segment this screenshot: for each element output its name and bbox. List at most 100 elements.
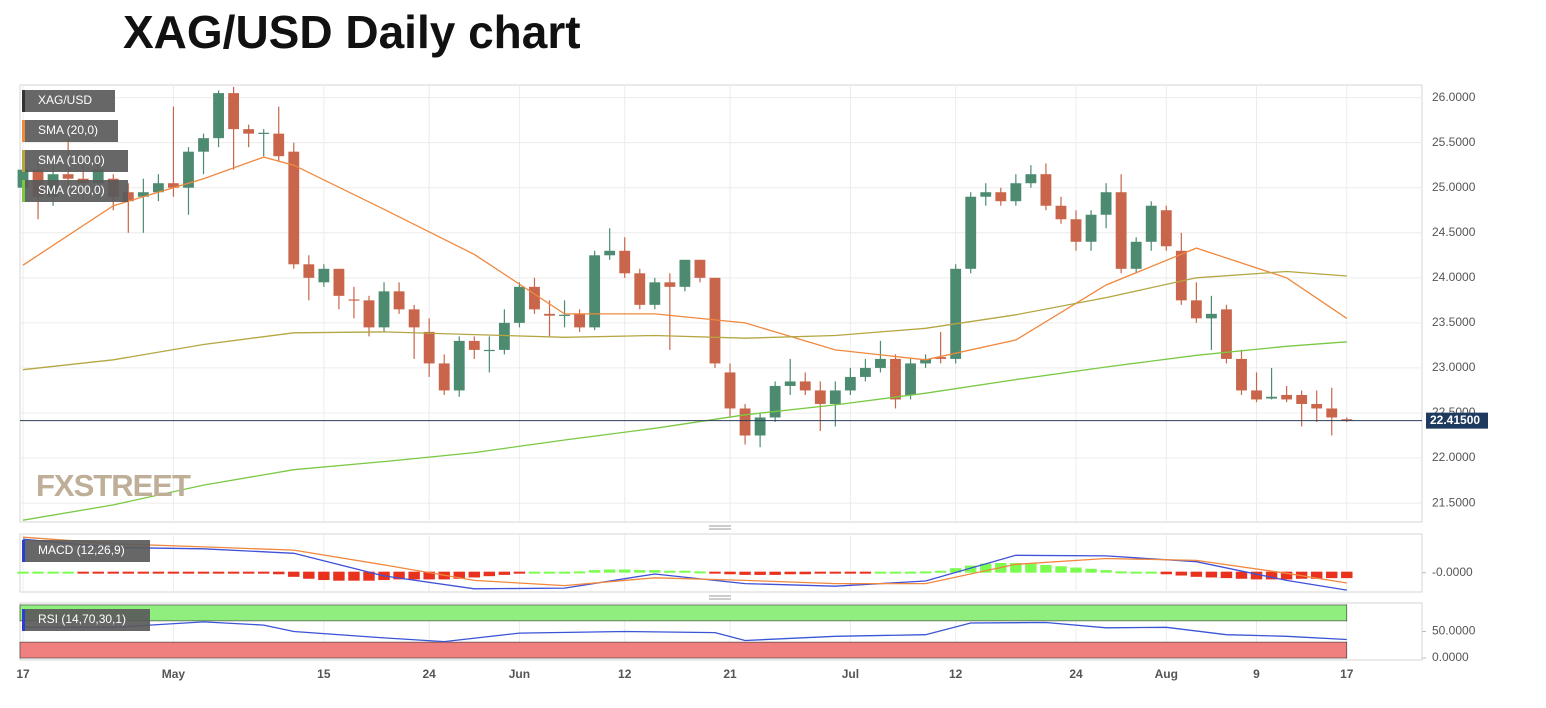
- candle-body: [514, 286, 525, 323]
- histogram-bar: [558, 571, 571, 574]
- page-title: XAG/USD Daily chart: [123, 6, 581, 58]
- y-tick-label: 25.5000: [1432, 135, 1476, 149]
- x-tick-label: Aug: [1155, 667, 1178, 681]
- candle-body: [333, 268, 345, 296]
- y-tick-label: 21.5000: [1432, 495, 1476, 509]
- candle-body: [288, 151, 300, 265]
- candle-body: [920, 358, 931, 364]
- histogram-bar: [844, 571, 857, 574]
- histogram-bar: [1070, 567, 1082, 573]
- legend-box: [22, 540, 150, 562]
- x-tick-label: 15: [317, 667, 331, 681]
- histogram-bar: [829, 571, 842, 574]
- candle-body: [784, 381, 796, 386]
- candle-body: [1341, 419, 1353, 421]
- histogram-bar: [754, 571, 766, 575]
- candle-body: [649, 282, 661, 305]
- candle-body: [559, 314, 570, 316]
- resize-handle[interactable]: [709, 525, 731, 600]
- candle-body: [694, 259, 706, 278]
- candle-body: [844, 376, 856, 391]
- indicator-line: [22, 341, 1347, 521]
- histogram-bar: [152, 571, 165, 574]
- histogram-bar: [1205, 571, 1218, 578]
- histogram-bar: [619, 569, 631, 573]
- candle-body: [363, 300, 375, 328]
- candle-body: [814, 390, 826, 404]
- legend-swatch: [22, 540, 25, 562]
- candle-body: [754, 417, 766, 436]
- candle-body: [1190, 300, 1202, 319]
- candle-body: [1296, 394, 1308, 404]
- histogram-bar: [694, 571, 706, 574]
- candle-body: [799, 381, 811, 391]
- candle-body: [1085, 214, 1097, 242]
- x-tick-label: May: [162, 667, 186, 681]
- candle-body: [769, 385, 781, 418]
- histogram-bar: [303, 571, 315, 579]
- indicator-line: [22, 536, 1347, 587]
- histogram-bar: [408, 571, 420, 580]
- histogram-bar: [1250, 571, 1263, 580]
- histogram-bar: [513, 571, 526, 574]
- candle-body: [122, 192, 134, 202]
- candle-body: [589, 255, 601, 328]
- histogram-bar: [47, 571, 59, 574]
- histogram-bar: [32, 571, 44, 574]
- histogram-bar: [423, 571, 435, 580]
- candle-body: [980, 192, 992, 197]
- candle-body: [1070, 219, 1082, 242]
- histogram-bar: [1190, 571, 1203, 577]
- histogram-bar: [573, 571, 586, 574]
- last-price-box: [1426, 412, 1488, 429]
- candle-body: [905, 363, 916, 395]
- histogram-bar: [649, 570, 661, 573]
- candle-body: [664, 282, 676, 287]
- candle-body: [453, 340, 465, 391]
- candle-body: [243, 129, 255, 134]
- histogram-bar: [634, 570, 646, 573]
- candle-body: [438, 363, 450, 391]
- plot-layer: 17 May 15 24 Jun 12 21 Jul 12 24 Aug 9 17 26.0000 25.5…: [16, 85, 1488, 681]
- histogram-bar: [1010, 563, 1022, 573]
- histogram-bar: [498, 571, 511, 575]
- candle-body: [1266, 396, 1277, 399]
- histogram-bar: [92, 571, 104, 574]
- x-tick-label: 24: [1069, 667, 1083, 681]
- histogram-bar: [1100, 570, 1112, 573]
- histogram-bar: [1341, 571, 1353, 579]
- histogram-bar: [77, 571, 89, 574]
- band: [19, 604, 1348, 622]
- histogram-bar: [1310, 571, 1323, 579]
- candle-body: [1115, 192, 1127, 269]
- histogram-bar: [934, 570, 947, 573]
- histogram-bar: [212, 571, 225, 574]
- candle-body: [724, 372, 736, 409]
- candle-body: [1130, 241, 1142, 269]
- legend-swatch: [22, 150, 25, 172]
- candle-body: [604, 250, 616, 256]
- macd-panel: [19, 533, 1423, 593]
- y-tick-label: 26.0000: [1432, 90, 1476, 104]
- histogram-bar: [182, 571, 195, 574]
- histogram-bar: [197, 571, 210, 574]
- legend-box: [22, 150, 128, 172]
- candle-body: [228, 93, 240, 130]
- histogram-bar: [227, 571, 240, 574]
- legend-box: [22, 180, 128, 202]
- histogram-bar: [1130, 571, 1142, 574]
- candle-body: [619, 250, 631, 274]
- candle-body: [408, 309, 420, 328]
- candle-body: [829, 390, 841, 404]
- candle-body: [318, 268, 330, 283]
- histogram-bar: [137, 571, 150, 574]
- candle-body: [423, 331, 435, 364]
- candle-body: [498, 322, 510, 350]
- candle-body: [152, 183, 164, 193]
- legend-box: [22, 609, 150, 631]
- candle-body: [1251, 390, 1262, 400]
- histogram-bar: [528, 571, 541, 574]
- x-tick-label: 12: [949, 667, 963, 681]
- candle-body: [1205, 313, 1217, 319]
- candle-body: [634, 273, 646, 305]
